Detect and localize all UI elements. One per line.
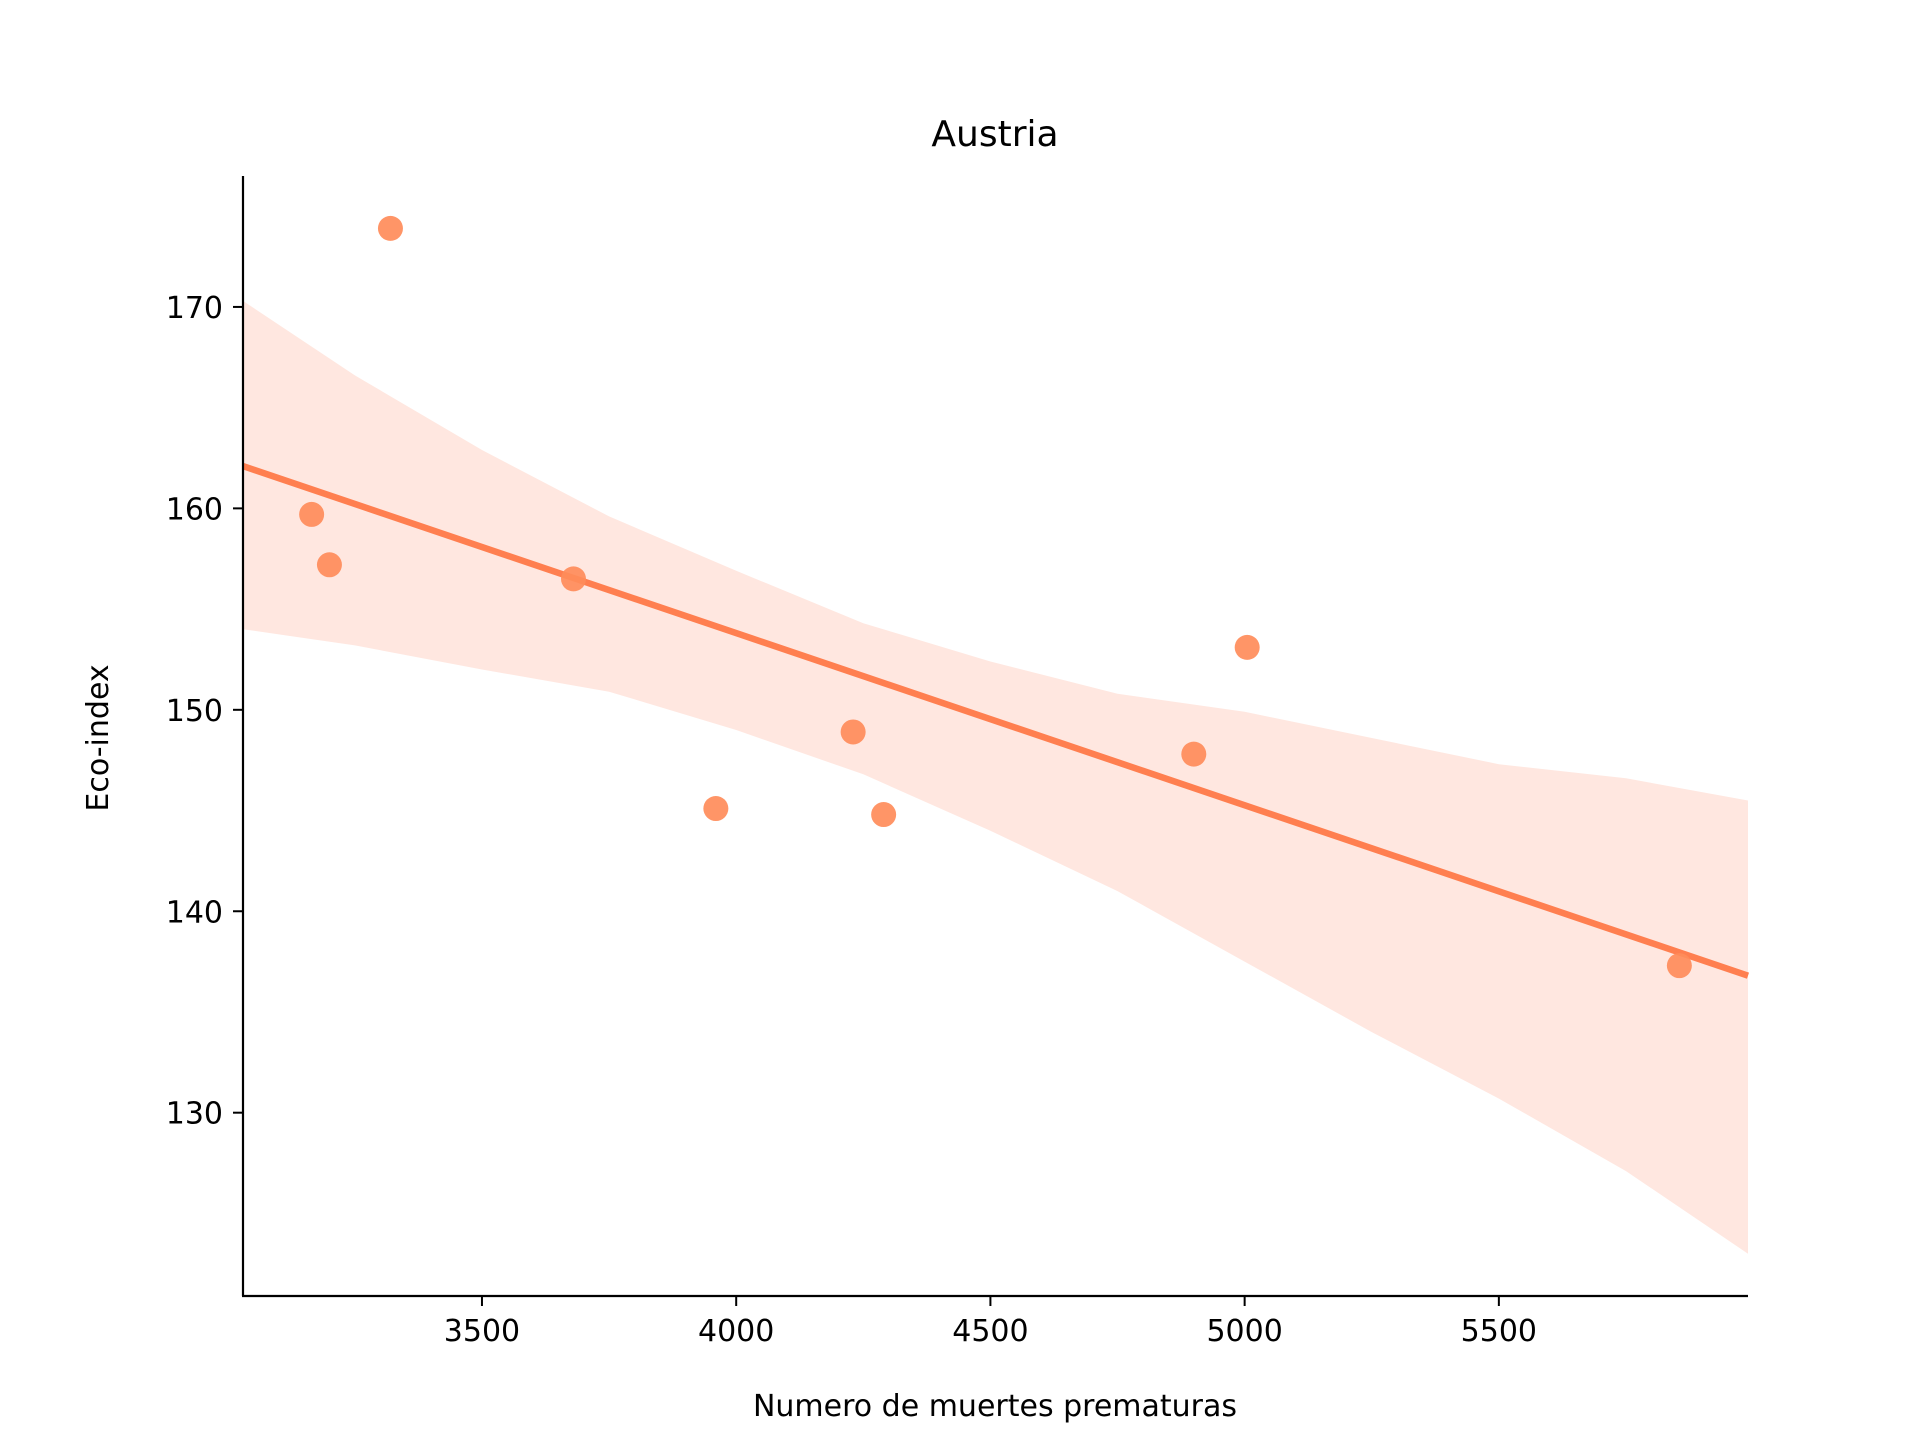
confidence-band (243, 300, 1748, 1254)
data-point (871, 802, 897, 828)
ticks-layer: 3500 4000 4500 5000 5500 130 140 150 160 170 (166, 291, 1537, 1349)
x-tick-label: 4500 (952, 1314, 1028, 1349)
y-axis-label: Eco-index (81, 664, 116, 811)
x-tick-label: 5000 (1206, 1314, 1282, 1349)
x-tick-label: 5500 (1461, 1314, 1537, 1349)
data-point (316, 552, 342, 578)
data-point (840, 719, 866, 745)
data-point (299, 501, 325, 527)
data-point (1234, 634, 1260, 660)
regression-line (241, 462, 1750, 979)
confidence-band-layer (243, 300, 1748, 1254)
y-tick-label: 140 (166, 895, 223, 930)
x-axis-label: Numero de muertes prematuras (753, 1389, 1237, 1424)
data-points-layer (299, 215, 1692, 979)
regression-line-layer (241, 462, 1750, 979)
data-point (1666, 953, 1692, 979)
data-point (703, 796, 729, 822)
y-tick-label: 130 (166, 1097, 223, 1132)
data-point (560, 566, 586, 592)
data-point (377, 215, 403, 241)
x-tick-label: 3500 (444, 1314, 520, 1349)
chart-title: Austria (931, 114, 1058, 155)
x-tick-label: 4000 (698, 1314, 774, 1349)
axes-layer (241, 176, 1748, 1298)
y-tick-label: 160 (166, 492, 223, 527)
data-point (1181, 741, 1207, 767)
y-tick-label: 150 (166, 694, 223, 729)
y-tick-label: 170 (166, 291, 223, 326)
